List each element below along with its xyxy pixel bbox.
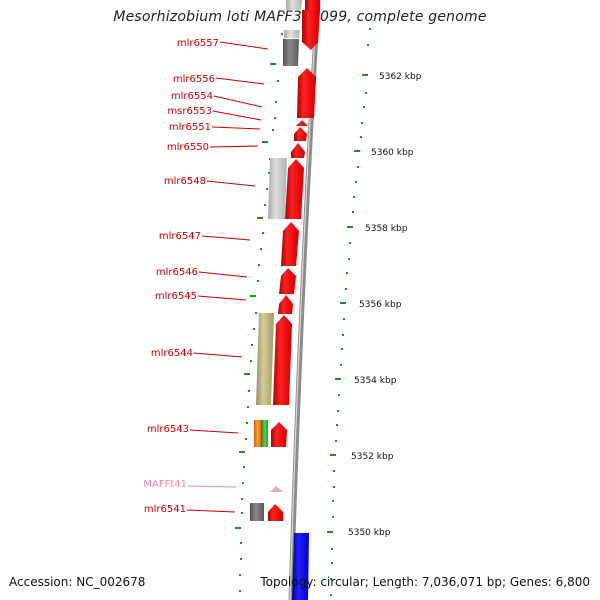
tick-label-5350: 5350 kbp	[348, 528, 391, 538]
gene-label: mlr6545	[155, 291, 197, 302]
tick-label-5360: 5360 kbp	[371, 148, 414, 158]
gene-label-trna: MAFFt41	[143, 479, 187, 490]
gene-label: mlr6551	[169, 122, 211, 133]
tick-label-5358: 5358 kbp	[365, 224, 408, 234]
gene-label: mlr6546	[156, 267, 198, 278]
forward-genes-track	[268, 0, 320, 521]
accession-label: Accession: NC_002678	[9, 575, 146, 589]
gene-block	[256, 313, 274, 405]
trna-gene	[270, 486, 283, 492]
gene-label: mlr6550	[167, 142, 209, 153]
trna-label-leader	[187, 485, 237, 488]
gene-label: mlr6543	[147, 424, 189, 435]
gene-block	[291, 143, 305, 158]
tick-label-5352: 5352 kbp	[351, 452, 394, 462]
gene-block	[278, 295, 293, 314]
gene-block	[286, 0, 302, 10]
gene-block	[283, 39, 299, 66]
gene-label: mlr6548	[164, 176, 206, 187]
gene-block	[285, 159, 304, 219]
gene-block	[250, 503, 264, 521]
tick-label-5356: 5356 kbp	[359, 300, 402, 310]
gene-block	[296, 120, 308, 126]
gene-label: msr6553	[167, 106, 212, 117]
gene-block	[302, 10, 320, 50]
gene-block	[297, 68, 316, 118]
gene-block	[273, 315, 292, 405]
tick-label-5362: 5362 kbp	[379, 72, 422, 82]
page-title: Mesorhizobium loti MAFF303099, complete …	[113, 9, 487, 25]
gene-block	[305, 0, 320, 10]
gene-label-leaders	[186, 41, 269, 513]
gene-label: mlr6547	[159, 231, 201, 242]
tick-label-5354: 5354 kbp	[354, 376, 397, 386]
gene-block	[268, 504, 283, 521]
gene-block	[294, 127, 307, 141]
gene-block	[268, 158, 287, 219]
gene-labels: mlr6557 mlr6556 mlr6554 msr6553 mlr6551 …	[143, 38, 219, 515]
gc-content-track-right	[327, 28, 371, 596]
gene-block	[281, 222, 299, 266]
gc-content-track-left	[235, 12, 285, 592]
rrna-gene	[292, 533, 309, 600]
gene-block	[254, 420, 261, 447]
inner-genes-track	[250, 0, 302, 521]
topology-label: Topology: circular; Length: 7,036,071 bp…	[260, 575, 590, 589]
gene-label: mlr6544	[151, 348, 193, 359]
gene-block	[261, 420, 268, 447]
scale-ticks: 5362 kbp 5360 kbp 5358 kbp 5356 kbp 5354…	[348, 72, 422, 538]
gene-label: mlr6554	[171, 91, 213, 102]
gene-block	[284, 30, 300, 38]
gene-label: mlr6541	[144, 504, 186, 515]
gene-block	[279, 268, 296, 294]
gene-block	[271, 422, 287, 447]
gene-label: mlr6557	[177, 38, 219, 49]
gene-label: mlr6556	[173, 74, 215, 85]
